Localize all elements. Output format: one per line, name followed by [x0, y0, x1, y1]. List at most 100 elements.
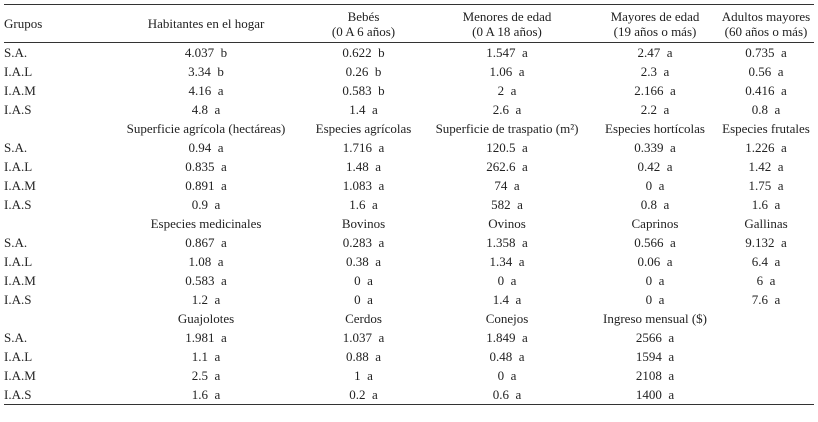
- column-header: Habitantes en el hogar: [107, 4, 305, 43]
- value-cell: 1.547 a: [486, 45, 528, 60]
- value-cell: 0.835 a: [185, 159, 227, 174]
- corner-header: Grupos: [4, 4, 107, 43]
- value-cell: 1.226 a: [745, 140, 787, 155]
- column-header: Superficie agrícola (hectáreas): [126, 121, 286, 136]
- column-header: Especies hortícolas: [605, 121, 705, 136]
- data-row: I.A.M 0.891 a 1.083 a 74 a 0 a 1.75 a: [4, 176, 814, 195]
- column-header: Especies frutales: [722, 121, 810, 136]
- group-label: S.A.: [4, 45, 28, 60]
- group-label: S.A.: [4, 140, 28, 155]
- column-header: Especies agrícolas: [315, 121, 412, 136]
- value-cell: 0 a: [354, 273, 373, 288]
- table-body: Grupos Habitantes en el hogar Bebés (0 A 6…: [4, 4, 814, 405]
- value-cell: [718, 347, 814, 366]
- value-cell: 2 a: [497, 83, 517, 98]
- value-cell: [718, 328, 814, 347]
- data-row: I.A.S 1.2 a 0 a 1.4 a 0 a 7.6 a: [4, 290, 814, 309]
- column-header: Bovinos: [341, 216, 386, 231]
- group-label: S.A.: [4, 235, 28, 250]
- column-header: Menores de edad (0 A 18 años): [422, 4, 592, 43]
- value-cell: 0.583 a: [185, 273, 227, 288]
- value-cell: 74 a: [494, 178, 520, 193]
- column-header: Guajolotes: [177, 311, 235, 326]
- value-cell: 7.6 a: [751, 292, 781, 307]
- value-cell: 1.981 a: [185, 330, 227, 345]
- value-cell: 1.48 a: [345, 159, 382, 174]
- value-cell: 1.4 a: [349, 102, 378, 117]
- data-row: S.A. 0.867 a 0.283 a 1.358 a 0.566 a 9.132 a: [4, 233, 814, 252]
- value-cell: 1594 a: [635, 349, 675, 364]
- column-header: Adultos mayores (60 años o más): [718, 4, 814, 43]
- column-header: Mayores de edad (19 años o más): [592, 4, 718, 43]
- column-header: Conejos: [485, 311, 529, 326]
- value-cell: 2.2 a: [640, 102, 670, 117]
- column-header: [718, 309, 814, 328]
- value-cell: 0.735 a: [745, 45, 787, 60]
- value-cell: 2.3 a: [640, 64, 670, 79]
- column-header: Ovinos: [488, 216, 526, 231]
- value-cell: 2566 a: [635, 330, 675, 345]
- value-cell: 1.42 a: [748, 159, 784, 174]
- data-row: I.A.L 1.08 a 0.38 a 1.34 a 0.06 a 6.4 a: [4, 252, 814, 271]
- data-row: I.A.M 2.5 a 1 a 0 a 2108 a: [4, 366, 814, 385]
- value-cell: 2.166 a: [634, 83, 676, 98]
- group-label: I.A.S: [4, 385, 107, 405]
- value-cell: 0 a: [645, 273, 665, 288]
- value-cell: 0.8 a: [640, 197, 670, 212]
- section-header: Superficie agrícola (hectáreas) Especies …: [4, 119, 814, 138]
- value-cell: 1.716 a: [342, 140, 385, 155]
- value-cell: 0.26 b: [345, 64, 382, 79]
- value-cell: 1.34 a: [489, 254, 525, 269]
- value-cell: 6 a: [756, 273, 776, 288]
- data-row: I.A.M 0.583 a 0 a 0 a 0 a 6 a: [4, 271, 814, 290]
- data-table: Grupos Habitantes en el hogar Bebés (0 A 6…: [4, 4, 814, 405]
- value-cell: 0.8 a: [751, 102, 781, 117]
- corner-header: [4, 309, 107, 328]
- value-cell: 0.566 a: [634, 235, 676, 250]
- value-cell: 0.416 a: [745, 83, 787, 98]
- corner-header: [4, 214, 107, 233]
- group-label: I.A.L: [4, 159, 33, 174]
- value-cell: 0.283 a: [342, 235, 385, 250]
- value-cell: 1.75 a: [748, 178, 784, 193]
- group-label: I.A.L: [4, 64, 33, 79]
- section-header: Grupos Habitantes en el hogar Bebés (0 A 6…: [4, 4, 814, 43]
- column-header: Caprinos: [631, 216, 679, 231]
- value-cell: 0 a: [645, 292, 665, 307]
- value-cell: 0.88 a: [345, 349, 382, 364]
- value-cell: 2108 a: [635, 368, 675, 383]
- corner-header: [4, 119, 107, 138]
- group-label: I.A.M: [4, 178, 36, 193]
- value-cell: 2.5 a: [191, 368, 221, 383]
- column-header: Bebés (0 A 6 años): [305, 4, 422, 43]
- column-header: Ingreso mensual ($): [603, 311, 707, 326]
- value-cell: [718, 385, 814, 405]
- group-label: I.A.S: [4, 197, 32, 212]
- value-cell: 1.849 a: [486, 330, 528, 345]
- value-cell: 0.2 a: [305, 385, 422, 405]
- value-cell: 0.339 a: [634, 140, 676, 155]
- value-cell: 1.6 a: [349, 197, 378, 212]
- value-cell: 0.06 a: [637, 254, 673, 269]
- page: Grupos Habitantes en el hogar Bebés (0 A 6…: [0, 4, 818, 422]
- group-label: I.A.M: [4, 368, 36, 383]
- data-row: I.A.L 3.34 b 0.26 b 1.06 a 2.3 a 0.56 a: [4, 62, 814, 81]
- section-header: Especies medicinales Bovinos Ovinos Caprino…: [4, 214, 814, 233]
- value-cell: 2.6 a: [492, 102, 522, 117]
- column-header: Superficie de traspatio (m²): [435, 121, 579, 136]
- value-cell: 1.6 a: [751, 197, 781, 212]
- value-cell: 582 a: [491, 197, 523, 212]
- group-label: I.A.L: [4, 349, 33, 364]
- value-cell: 0.38 a: [345, 254, 382, 269]
- group-label: I.A.M: [4, 273, 36, 288]
- value-cell: 3.34 b: [188, 64, 224, 79]
- value-cell: 0.622 b: [342, 45, 385, 60]
- value-cell: 1.08 a: [188, 254, 224, 269]
- value-cell: 120.5 a: [486, 140, 528, 155]
- value-cell: 1.4 a: [492, 292, 522, 307]
- group-label: I.A.S: [4, 292, 32, 307]
- value-cell: 4.037 b: [184, 45, 228, 60]
- value-cell: 1.037 a: [342, 330, 385, 345]
- value-cell: 9.132 a: [745, 235, 787, 250]
- data-row: I.A.S 4.8 a 1.4 a 2.6 a 2.2 a 0.8 a: [4, 100, 814, 119]
